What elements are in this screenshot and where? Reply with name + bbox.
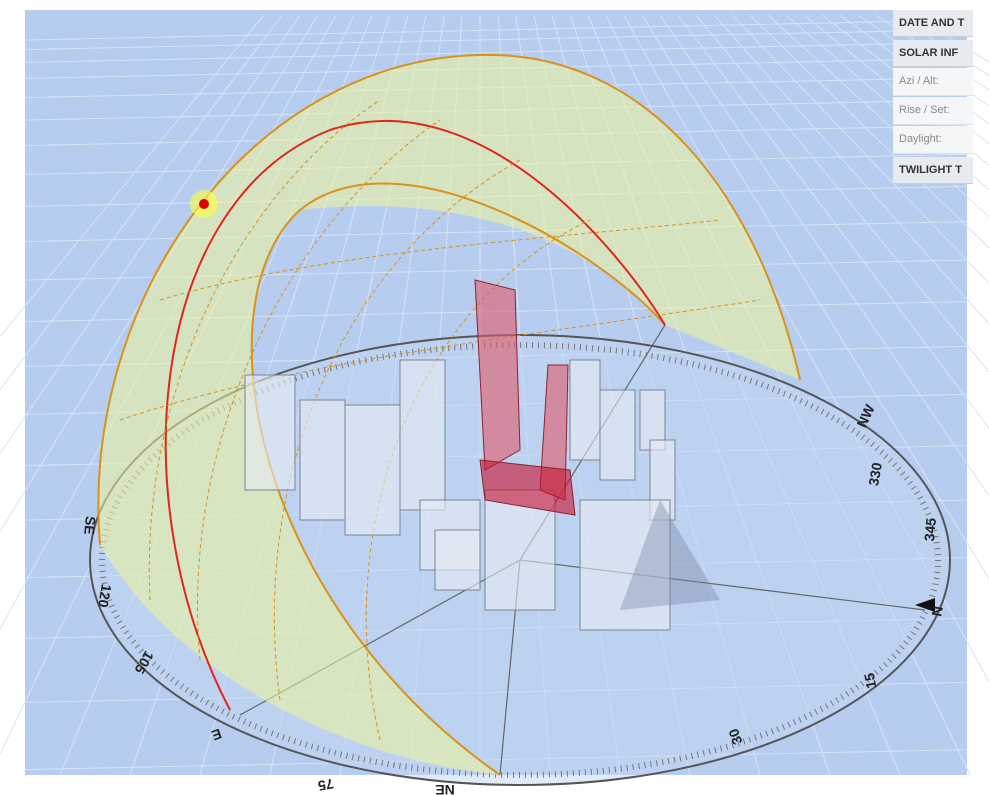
grid-line <box>623 14 989 683</box>
grid-line <box>24 41 968 63</box>
grid-line <box>677 14 989 430</box>
grid-line <box>821 14 989 145</box>
grid-line <box>749 14 989 249</box>
panel-row: Daylight: <box>893 126 973 154</box>
sun <box>199 199 209 209</box>
compass-label: 15 <box>861 672 879 690</box>
path-summer <box>97 53 801 546</box>
compass-label: SE <box>81 515 99 535</box>
compass-label: 75 <box>317 776 335 794</box>
compass-label: NE <box>435 782 454 795</box>
north-arrow <box>915 598 935 612</box>
compass-label: N <box>928 605 946 618</box>
path-today <box>164 120 666 711</box>
panel-row: Rise / Set: <box>893 97 973 125</box>
grid-line <box>731 14 989 285</box>
buildings <box>244 279 720 631</box>
grid-line <box>695 14 989 373</box>
compass-label: 30 <box>725 726 745 746</box>
grid-line <box>0 14 319 533</box>
grid-line <box>0 14 283 391</box>
panel-section[interactable]: TWILIGHT T <box>893 157 973 184</box>
grid-line <box>0 14 301 455</box>
sun-band <box>98 54 801 776</box>
panel-row: Azi / Alt: <box>893 68 973 96</box>
grid-line <box>713 14 989 325</box>
path-winter <box>250 182 666 776</box>
grid-line <box>0 14 265 338</box>
grid-line <box>24 29 968 51</box>
compass-label: 330 <box>865 461 885 487</box>
panel-section[interactable]: SOLAR INF <box>893 40 973 67</box>
grid-line <box>641 14 989 580</box>
grid-line <box>24 19 968 41</box>
panel-section[interactable]: DATE AND T <box>893 10 973 37</box>
compass-ticks <box>99 342 941 778</box>
compass-label: 345 <box>921 517 939 542</box>
grid-line <box>659 14 989 497</box>
compass-label: 120 <box>95 583 115 609</box>
